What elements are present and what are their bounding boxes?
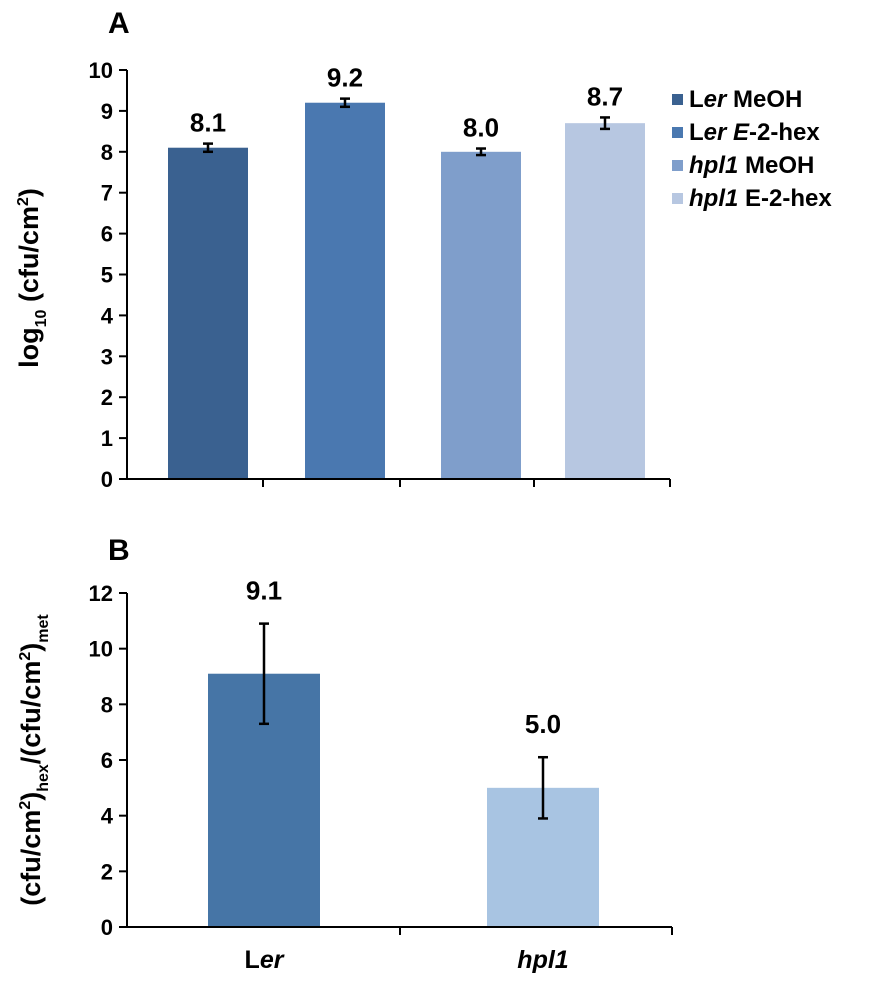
panel-a-bars: 8.1 9.2 8.0 8.7 — [168, 63, 671, 487]
legend-label: hpl1 MeOH — [689, 152, 814, 179]
y-tick-label: 1 — [101, 426, 113, 451]
x-category-label: hpl1 — [517, 946, 568, 974]
y-tick-label: 12 — [89, 581, 113, 606]
legend-entry: Ler MeOH — [672, 86, 802, 113]
legend-label: Ler MeOH — [689, 86, 802, 113]
legend-swatch — [672, 94, 683, 105]
y-tick-label: 4 — [101, 303, 114, 328]
error-bar — [259, 622, 269, 726]
panel-a-legend: Ler MeOH Ler E-2-hex hpl1 MeOH hpl1 E-2-hex — [672, 86, 832, 212]
y-tick-label: 10 — [89, 58, 113, 83]
panel-b-bars: 9.1 5.0 — [208, 576, 599, 927]
y-tick-label: 3 — [101, 344, 113, 369]
legend-label: hpl1 E-2-hex — [689, 185, 832, 212]
panel-b-letter: B — [108, 534, 130, 567]
y-tick-label: 8 — [101, 140, 113, 165]
legend-label: Ler E-2-hex — [689, 119, 820, 146]
legend-entry: hpl1 E-2-hex — [672, 185, 832, 212]
y-tick-label: 2 — [101, 385, 113, 410]
legend-swatch — [672, 160, 683, 171]
data-label: 5.0 — [525, 709, 561, 739]
panel-b-x-categories: Ler hpl1 — [245, 946, 569, 974]
y-tick-label: 6 — [101, 222, 113, 247]
bar — [565, 123, 645, 480]
error-bar — [340, 97, 350, 109]
y-tick-label: 0 — [101, 467, 113, 492]
y-tick-label: 7 — [101, 181, 113, 206]
legend-swatch — [672, 193, 683, 204]
error-bar — [203, 142, 213, 154]
panel-a-chart: A log10 (cfu/cm2) 0 1 2 3 4 5 6 7 8 9 10 8.1 9.2 8.0… — [14, 7, 832, 492]
legend-entry: hpl1 MeOH — [672, 152, 814, 179]
x-category-label: Ler — [245, 946, 285, 974]
y-tick-label: 10 — [89, 637, 113, 662]
data-label: 8.0 — [463, 113, 499, 143]
y-tick-label: 8 — [101, 692, 113, 717]
data-label: 9.1 — [246, 576, 282, 606]
panel-a-letter: A — [108, 7, 130, 40]
legend-entry: Ler E-2-hex — [672, 119, 820, 146]
data-label: 8.7 — [587, 81, 623, 111]
panel-b-y-axis-label: (cfu/cm2)hex/(cfu/cm2)met — [16, 614, 52, 906]
panel-a-y-axis-label: log10 (cfu/cm2) — [14, 188, 50, 368]
error-bar — [600, 116, 610, 131]
data-label: 8.1 — [190, 108, 226, 138]
bar — [305, 102, 385, 479]
y-tick-label: 4 — [101, 804, 114, 829]
panel-b-y-ticks: 0 2 4 6 8 10 12 — [89, 581, 127, 940]
y-tick-label: 9 — [101, 99, 113, 124]
data-label: 9.2 — [327, 63, 363, 93]
panel-a-y-ticks: 0 1 2 3 4 5 6 7 8 9 10 — [89, 58, 127, 492]
y-tick-label: 6 — [101, 748, 113, 773]
error-bar — [476, 147, 486, 157]
y-tick-label: 2 — [101, 859, 113, 884]
bar — [168, 147, 248, 479]
panel-b-chart: B (cfu/cm2)hex/(cfu/cm2)met 0 2 4 6 8 10 12 9.… — [16, 534, 673, 974]
bar — [441, 151, 521, 480]
legend-swatch — [672, 127, 683, 138]
error-bar — [538, 755, 548, 820]
y-tick-label: 5 — [101, 263, 113, 288]
y-tick-label: 0 — [101, 915, 113, 940]
